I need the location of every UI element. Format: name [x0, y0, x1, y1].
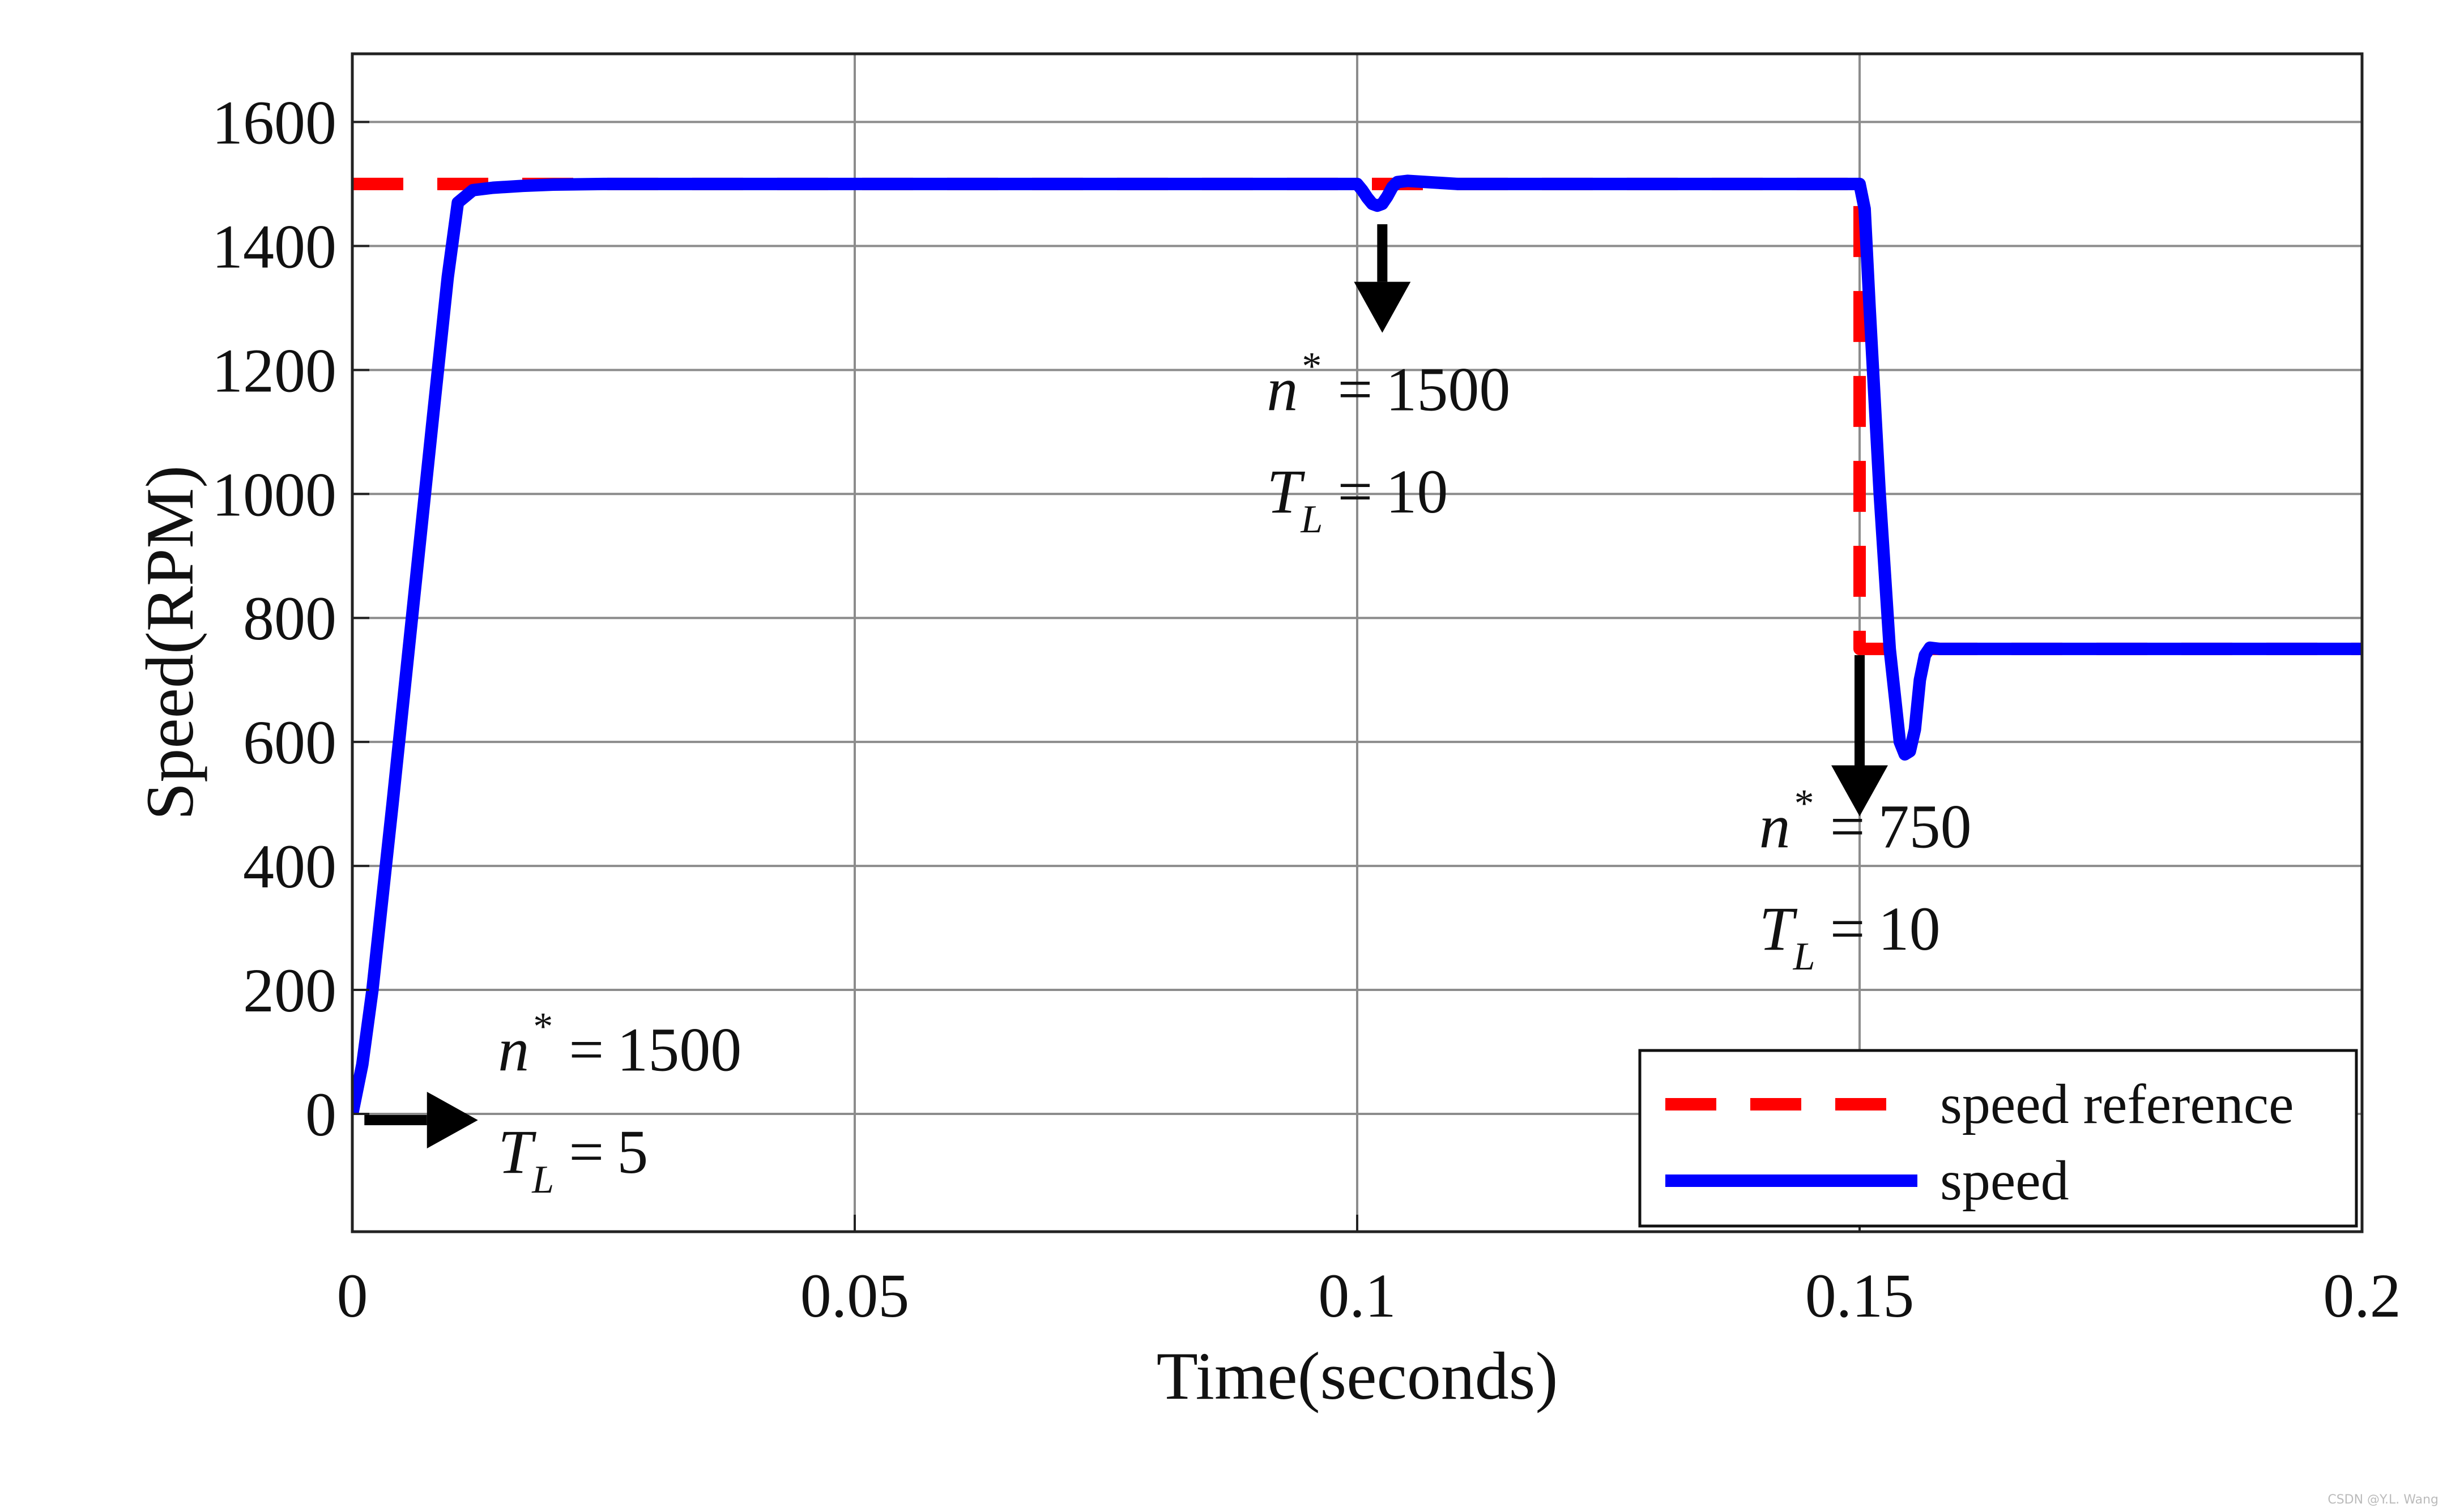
legend-label-speed: speed: [1940, 1149, 2069, 1212]
y-tick-label: 1600: [212, 88, 336, 157]
y-axis-label: Speed(RPM): [132, 465, 207, 821]
x-axis-label: Time(seconds): [1157, 1338, 1558, 1413]
annotation-variable: n: [1759, 792, 1791, 861]
annotation-subscript: L: [1300, 498, 1323, 541]
x-tick-label: 0.15: [1805, 1261, 1915, 1330]
y-tick-label: 200: [243, 956, 336, 1025]
annotation-value: 1500: [617, 1015, 741, 1084]
annotation-superscript: *: [1794, 781, 1814, 825]
y-tick-label: 1000: [212, 460, 336, 529]
annotation-equals: =: [569, 1117, 604, 1186]
annotation-variable: n: [1267, 354, 1298, 424]
y-tick-label: 800: [243, 584, 336, 653]
annotation-equals: =: [1830, 792, 1865, 861]
annotation-variable: n: [498, 1015, 529, 1084]
annotation-value: 5: [617, 1117, 648, 1186]
watermark: CSDN @Y.L. Wang: [2327, 1493, 2439, 1507]
annotation-equals: =: [1337, 457, 1372, 526]
annotation-superscript: *: [533, 1005, 553, 1048]
y-tick-label: 600: [243, 708, 336, 777]
annotation-subscript: L: [531, 1158, 554, 1202]
y-tick-label: 400: [243, 832, 336, 901]
annotation-value: 750: [1878, 792, 1972, 861]
annotation: TL = 10: [1267, 457, 1448, 541]
annotation-arrow-head: [1354, 281, 1411, 333]
annotation-value: 10: [1386, 457, 1448, 526]
series-layer: [352, 174, 2362, 1116]
grid: [351, 54, 2363, 1232]
annotation-variable: T: [1759, 894, 1798, 963]
y-tick-label: 1200: [212, 336, 336, 405]
x-tick-label: 0: [337, 1261, 368, 1330]
annotation: TL = 10: [1759, 894, 1941, 979]
annotation-arrow-head: [1831, 765, 1888, 817]
annotation-value: 1500: [1386, 354, 1510, 424]
annotation-variable: T: [498, 1117, 536, 1186]
annotation: n * = 1500: [498, 1005, 741, 1084]
annotation-arrow-head: [427, 1091, 478, 1148]
annotation-variable: T: [1267, 457, 1305, 526]
annotation: n * = 1500: [1267, 344, 1510, 424]
legend-box: [1638, 1049, 2358, 1228]
x-tick-label: 0.1: [1318, 1261, 1396, 1330]
ticks: 0 0.05 0.1 0.15 0.2 0 200 400 600 800 1000 1200 1400…: [212, 88, 2401, 1330]
speed-line: [352, 174, 2362, 1116]
annotation-equals: =: [1830, 894, 1865, 963]
y-tick-label: 1400: [212, 212, 336, 281]
y-tick-label: 0: [305, 1080, 336, 1149]
annotation-value: 10: [1878, 894, 1941, 963]
annotation-superscript: *: [1302, 344, 1321, 388]
annotation-subscript: L: [1793, 935, 1815, 979]
x-tick-label: 0.05: [800, 1261, 910, 1330]
legend-label-speed-reference: speed reference: [1940, 1073, 2294, 1135]
legend: speed reference speed: [1638, 1049, 2358, 1228]
annotation-equals: =: [1337, 354, 1372, 424]
annotation: n * = 750: [1759, 781, 1972, 861]
annotation-arrows: [364, 224, 1888, 1148]
annotation: TL = 5: [498, 1117, 648, 1202]
annotation-equals: =: [569, 1015, 604, 1084]
x-tick-label: 0.2: [2323, 1261, 2401, 1330]
